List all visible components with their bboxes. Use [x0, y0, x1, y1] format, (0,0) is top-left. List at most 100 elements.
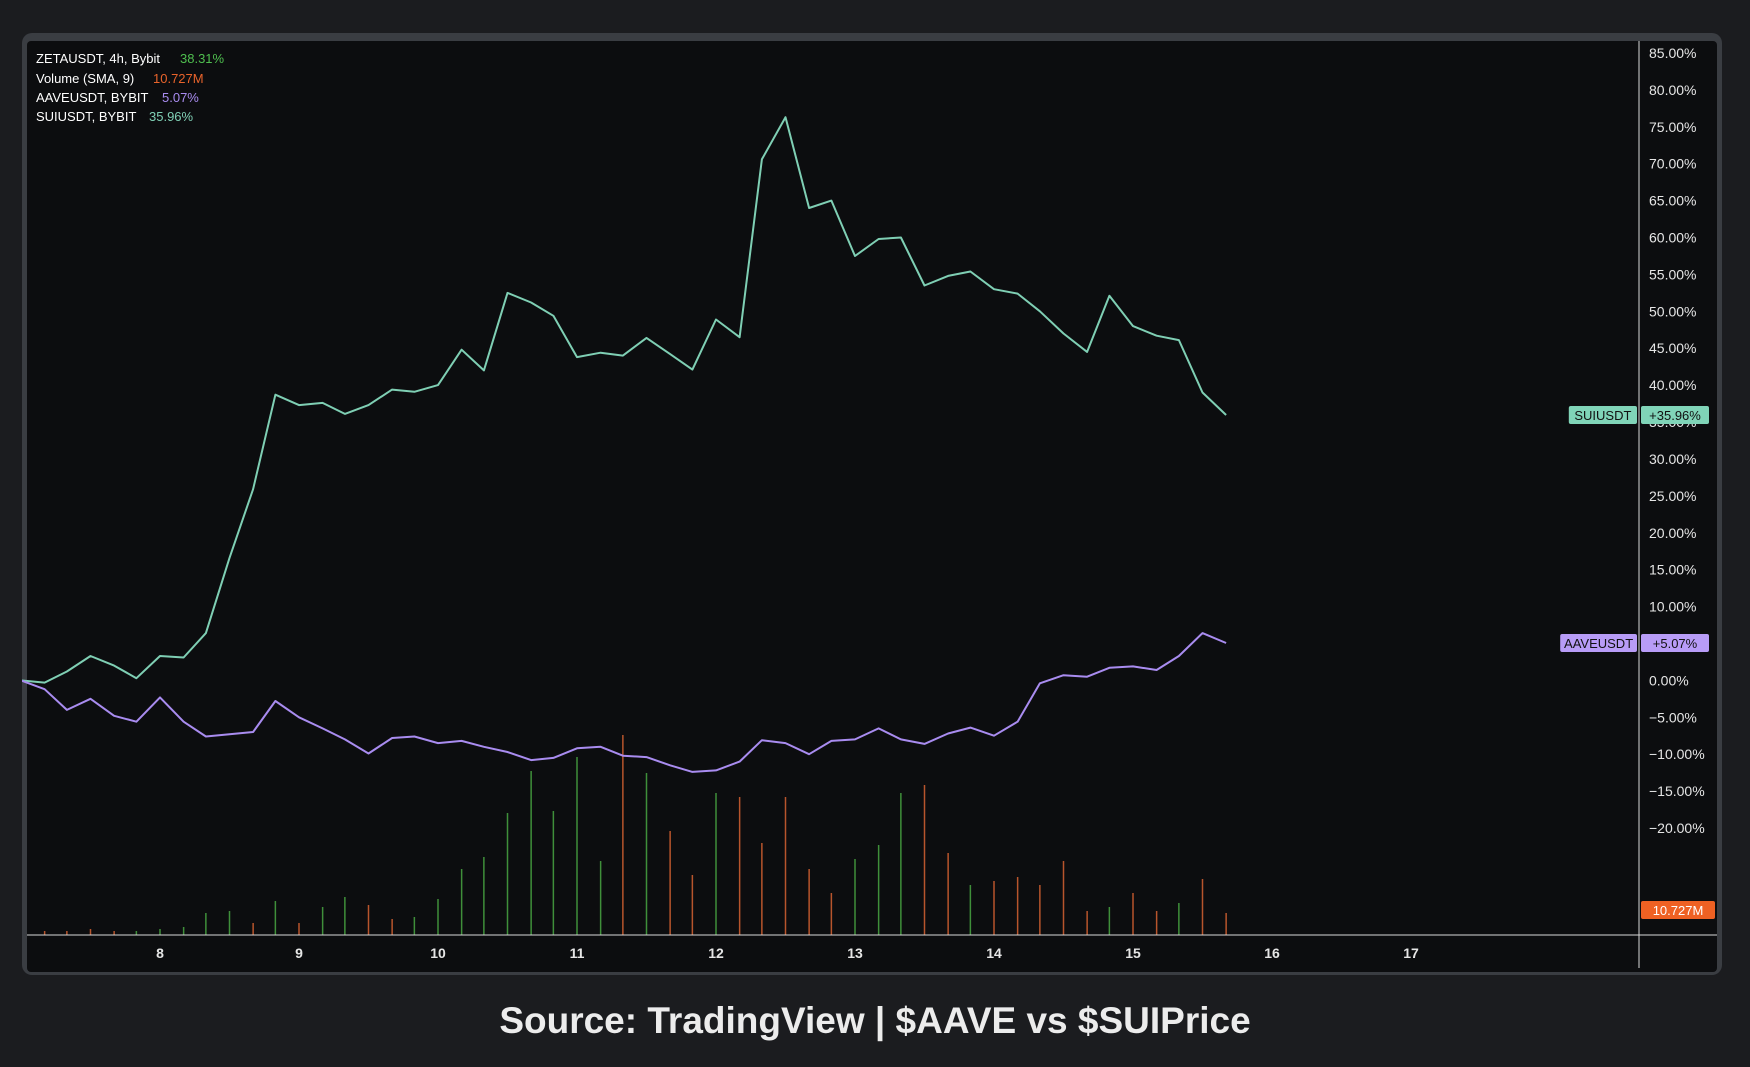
- legend-row-aave[interactable]: AAVEUSDT, BYBIT 5.07%: [36, 90, 199, 105]
- x-tick-label: 9: [295, 945, 303, 961]
- volume-bar: [1132, 893, 1134, 935]
- volume-bars: [43, 735, 1227, 935]
- volume-bar: [1225, 913, 1227, 935]
- y-tick-label: 30.00%: [1649, 451, 1696, 467]
- volume-bar: [205, 913, 207, 935]
- volume-bar: [413, 917, 416, 935]
- volume-bar: [808, 869, 810, 935]
- y-tick-label: 20.00%: [1649, 525, 1696, 541]
- volume-bar: [437, 899, 439, 935]
- volume-bar: [993, 881, 995, 935]
- x-tick-label: 12: [708, 945, 724, 961]
- y-tick-label: 80.00%: [1649, 82, 1696, 98]
- volume-bar: [576, 757, 578, 935]
- volume-bar: [715, 793, 717, 935]
- legend-value: 35.96%: [149, 109, 194, 124]
- volume-bar: [321, 907, 324, 935]
- volume-bar: [854, 859, 856, 935]
- volume-bar: [1062, 861, 1065, 935]
- volume-bar: [483, 857, 485, 935]
- volume-bar: [947, 853, 949, 935]
- legend: ZETAUSDT, 4h, Bybit 38.31% Volume (SMA, …: [36, 51, 225, 124]
- chart-frame: 85.00% 80.00% 75.00% 70.00% 65.00% 60.00% 55.0…: [22, 33, 1722, 975]
- y-tick-label: 50.00%: [1649, 303, 1696, 319]
- x-tick-label: 14: [986, 945, 1002, 961]
- volume-bar: [344, 897, 346, 935]
- volume-bar: [599, 861, 602, 935]
- y-tick-label: 25.00%: [1649, 488, 1696, 504]
- volume-bar: [1155, 911, 1158, 935]
- volume-bar: [900, 793, 902, 935]
- source-caption: Source: TradingView | $AAVE vs $SUIPrice: [499, 1000, 1251, 1041]
- y-tick-label: 60.00%: [1649, 230, 1696, 246]
- y-tick-label: 65.00%: [1649, 193, 1696, 209]
- volume-bar: [43, 931, 46, 935]
- legend-value: 5.07%: [162, 90, 199, 105]
- volume-bar: [391, 919, 393, 935]
- volume-bar: [135, 931, 138, 935]
- volume-bar: [923, 785, 926, 935]
- y-tick-label: 75.00%: [1649, 119, 1696, 135]
- volume-bar: [622, 735, 624, 935]
- series-lines: [22, 116, 1227, 773]
- y-tick-label: 10.00%: [1649, 599, 1696, 615]
- y-tick-label: 55.00%: [1649, 266, 1696, 282]
- volume-bar: [159, 929, 161, 935]
- volume-bar: [761, 843, 763, 935]
- time-scale: 8 9 10 11 12 13 14 15 16 17: [156, 945, 1419, 961]
- chart-svg: 85.00%80.00%75.00%70.00%65.00%60.00%55.0…: [22, 41, 1717, 972]
- volume-bar: [228, 911, 231, 935]
- y-tick-label: −15.00%: [1649, 783, 1705, 799]
- x-tick-label: 10: [430, 945, 446, 961]
- volume-bar: [1201, 879, 1204, 935]
- price-tag-suiusdt: SUIUSDT +35.96%: [1568, 405, 1709, 424]
- price-tag-value-bg: [1641, 405, 1709, 424]
- price-tags: SUIUSDT +35.96% AAVEUSDT +5.07% 10.727M: [1560, 405, 1715, 919]
- legend-row-sui[interactable]: SUIUSDT, BYBIT 35.96%: [36, 109, 194, 124]
- x-tick-label: 11: [570, 945, 585, 961]
- volume-bar: [552, 811, 555, 935]
- y-tick-label: 15.00%: [1649, 562, 1696, 578]
- legend-label: AAVEUSDT, BYBIT: [36, 90, 149, 105]
- volume-bar: [298, 923, 300, 935]
- y-tick-label: −10.00%: [1649, 746, 1705, 762]
- volume-bar: [460, 869, 463, 935]
- volume-bar: [784, 797, 787, 935]
- volume-bar: [1016, 877, 1019, 935]
- x-tick-label: 16: [1264, 945, 1280, 961]
- sui-line[interactable]: [22, 116, 1227, 684]
- volume-bar: [1108, 907, 1111, 935]
- legend-label: ZETAUSDT, 4h, Bybit: [36, 51, 160, 66]
- x-tick-label: 15: [1125, 945, 1141, 961]
- y-tick-label: 85.00%: [1649, 45, 1696, 61]
- legend-row-volume[interactable]: Volume (SMA, 9) 10.727M: [36, 71, 204, 86]
- volume-bar: [830, 893, 833, 935]
- y-tick-label: 40.00%: [1649, 377, 1696, 393]
- price-tag-value: +35.96%: [1649, 408, 1701, 423]
- price-tag-name: SUIUSDT: [1574, 408, 1631, 423]
- aave-line[interactable]: [22, 632, 1227, 773]
- price-tag-value: +5.07%: [1653, 636, 1698, 651]
- volume-tag: 10.727M: [1641, 901, 1715, 919]
- x-tick-label: 8: [156, 945, 164, 961]
- volume-bar: [1086, 911, 1088, 935]
- volume-bar: [506, 813, 509, 935]
- legend-value: 38.31%: [180, 51, 225, 66]
- volume-tag-value: 10.727M: [1653, 903, 1704, 918]
- volume-bar: [530, 771, 532, 935]
- price-tag-name-bg: [1560, 633, 1637, 652]
- volume-bar: [738, 797, 741, 935]
- y-tick-label: 0.00%: [1649, 672, 1689, 688]
- volume-bar: [669, 831, 671, 935]
- x-tick-label: 13: [847, 945, 863, 961]
- volume-bar: [113, 931, 115, 935]
- volume-bar: [691, 875, 694, 935]
- legend-row-zeta[interactable]: ZETAUSDT, 4h, Bybit 38.31%: [36, 51, 225, 66]
- volume-bar: [66, 931, 68, 935]
- y-tick-label: 70.00%: [1649, 156, 1696, 172]
- legend-label: Volume (SMA, 9): [36, 71, 134, 86]
- volume-bar: [252, 923, 254, 935]
- volume-bar: [877, 845, 880, 935]
- y-tick-label: 45.00%: [1649, 340, 1696, 356]
- volume-bar: [89, 929, 92, 935]
